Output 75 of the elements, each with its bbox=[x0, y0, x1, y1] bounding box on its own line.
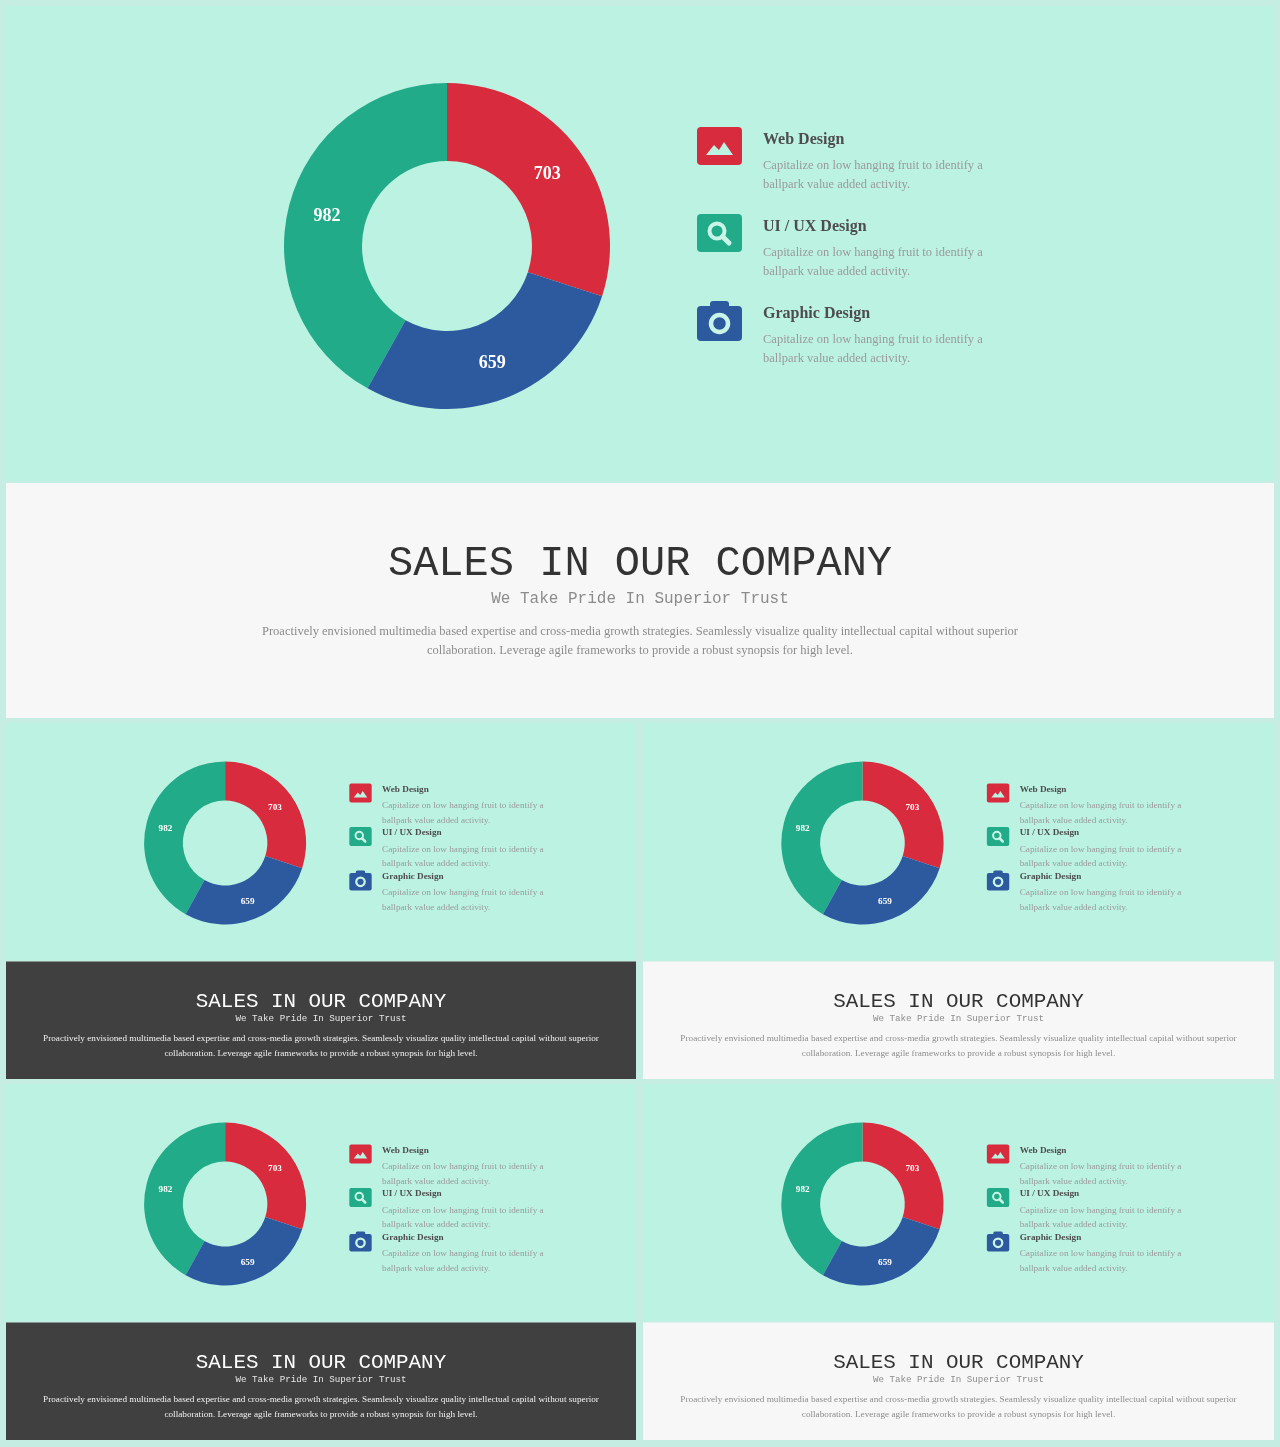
text: Capitalize on low hanging fruit to identify a ballpark value added activity. bbox=[382, 887, 544, 912]
data-label: 659 bbox=[240, 895, 255, 906]
text: Proactively envisioned multimedia based expertise and cross-media growth strategies. Seamlessly visualize quality intellectual capital without superior collaboration. Leverage agile frameworks to provide a robust synopsis for high level. bbox=[43, 1033, 599, 1058]
donut-slice bbox=[862, 1122, 944, 1230]
legend-label: Web Design bbox=[1019, 783, 1067, 794]
data-label: 703 bbox=[533, 163, 561, 184]
legend-label: Graphic Design bbox=[1019, 870, 1082, 881]
donut-slice bbox=[781, 761, 863, 915]
legend-label: UI / UX Design bbox=[382, 827, 442, 838]
legend-label: Graphic Design bbox=[1019, 1231, 1082, 1242]
donut-slice bbox=[822, 856, 940, 925]
data-label: 982 bbox=[795, 822, 811, 833]
donut-slice bbox=[862, 761, 944, 869]
text: Capitalize on low hanging fruit to identify a ballpark value added activity. bbox=[382, 1248, 544, 1273]
text: Capitalize on low hanging fruit to identify a ballpark value added activity. bbox=[1019, 887, 1182, 912]
donut-slice bbox=[447, 83, 610, 297]
text: Capitalize on low hanging fruit to identify a ballpark value added activity. bbox=[763, 244, 984, 279]
data-label: 703 bbox=[905, 1162, 920, 1173]
legend-label: Graphic Design bbox=[382, 1231, 444, 1243]
text: Capitalize on low hanging fruit to identify a ballpark value added activity. bbox=[763, 331, 984, 366]
text: Capitalize on low hanging fruit to identify a ballpark value added activity. bbox=[1019, 1161, 1182, 1186]
data-label: 659 bbox=[878, 1256, 893, 1267]
legend-label: Web Design bbox=[763, 130, 845, 148]
donut-slice bbox=[144, 1122, 226, 1276]
text: SALES IN OUR COMPANY bbox=[195, 1351, 447, 1375]
text: Capitalize on low hanging fruit to identify a ballpark value added activity. bbox=[1019, 1248, 1182, 1273]
text: We Take Pride In Superior Trust bbox=[872, 1374, 1045, 1386]
donut-slice bbox=[781, 1122, 863, 1276]
donut-slice bbox=[822, 1217, 940, 1286]
text: Capitalize on low hanging fruit to identify a ballpark value added activity. bbox=[382, 1204, 544, 1230]
text: Capitalize on low hanging fruit to identify a ballpark value added activity. bbox=[1019, 1204, 1182, 1230]
text: Proactively envisioned multimedia based expertise and cross-media growth strategies. Seamlessly visualize quality intellectual capital without superior collaboration. Leverage agile frameworks to provide a robust synopsis for high level. bbox=[261, 623, 1019, 658]
text: Capitalize on low hanging fruit to identify a ballpark value added activity. bbox=[382, 800, 544, 825]
text: SALES IN OUR COMPANY bbox=[387, 540, 893, 588]
legend-label: UI / UX Design bbox=[1019, 1188, 1080, 1199]
text: SALES IN OUR COMPANY bbox=[833, 1351, 1085, 1375]
data-label: 982 bbox=[313, 205, 341, 226]
text: Proactively envisioned multimedia based expertise and cross-media growth strategies. Seamlessly visualize quality intellectual capital without superior collaboration. Leverage agile frameworks to provide a robust synopsis for high level. bbox=[680, 1394, 1237, 1419]
data-label: 703 bbox=[268, 801, 283, 812]
data-label: 659 bbox=[478, 351, 506, 372]
text: Capitalize on low hanging fruit to identify a ballpark value added activity. bbox=[763, 157, 984, 192]
data-label: 982 bbox=[158, 1183, 173, 1194]
text: We Take Pride In Superior Trust bbox=[235, 1013, 407, 1025]
data-label: 982 bbox=[795, 1183, 811, 1194]
donut-slice bbox=[284, 83, 447, 389]
text: We Take Pride In Superior Trust bbox=[235, 1374, 407, 1386]
text: Capitalize on low hanging fruit to identify a ballpark value added activity. bbox=[1019, 843, 1182, 869]
data-label: 982 bbox=[158, 822, 173, 833]
text: We Take Pride In Superior Trust bbox=[872, 1013, 1045, 1025]
donut-slice bbox=[225, 1122, 306, 1230]
legend-label: Web Design bbox=[382, 783, 429, 795]
text: SALES IN OUR COMPANY bbox=[833, 990, 1085, 1014]
data-label: 703 bbox=[905, 801, 920, 812]
donut-slice bbox=[225, 761, 306, 869]
data-label: 659 bbox=[878, 895, 893, 906]
legend-label: UI / UX Design bbox=[1019, 827, 1080, 838]
donut-slice bbox=[367, 272, 603, 409]
data-label: 703 bbox=[268, 1162, 283, 1173]
donut-slice bbox=[144, 761, 226, 915]
data-label: 659 bbox=[240, 1256, 255, 1267]
text: Proactively envisioned multimedia based expertise and cross-media growth strategies. Seamlessly visualize quality intellectual capital without superior collaboration. Leverage agile frameworks to provide a robust synopsis for high level. bbox=[680, 1033, 1237, 1058]
legend-label: UI / UX Design bbox=[763, 217, 867, 235]
text: SALES IN OUR COMPANY bbox=[195, 990, 447, 1014]
text: Capitalize on low hanging fruit to identify a ballpark value added activity. bbox=[1019, 800, 1182, 825]
legend-label: Web Design bbox=[382, 1144, 429, 1156]
legend-label: Graphic Design bbox=[382, 870, 444, 882]
text: Proactively envisioned multimedia based expertise and cross-media growth strategies. Seamlessly visualize quality intellectual capital without superior collaboration. Leverage agile frameworks to provide a robust synopsis for high level. bbox=[43, 1394, 599, 1419]
text: Capitalize on low hanging fruit to identify a ballpark value added activity. bbox=[382, 1161, 544, 1186]
donut-slice bbox=[185, 1217, 303, 1286]
legend-label: UI / UX Design bbox=[382, 1188, 442, 1199]
text: Capitalize on low hanging fruit to identify a ballpark value added activity. bbox=[382, 843, 544, 869]
legend-label: Web Design bbox=[1019, 1144, 1067, 1155]
text: We Take Pride In Superior Trust bbox=[491, 590, 789, 608]
legend-label: Graphic Design bbox=[763, 304, 871, 322]
donut-slice bbox=[185, 856, 303, 925]
